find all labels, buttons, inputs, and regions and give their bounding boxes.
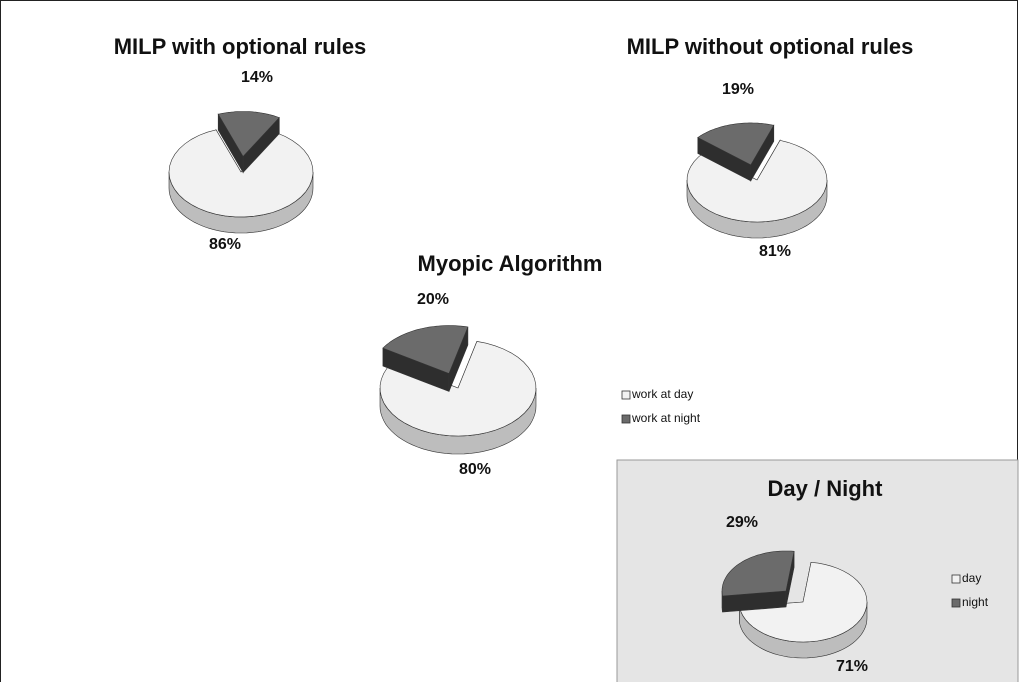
chart-title: MILP without optional rules bbox=[627, 34, 914, 59]
slice-top bbox=[168, 129, 314, 218]
legend-swatch bbox=[621, 414, 631, 424]
data-label: 81% bbox=[759, 243, 791, 260]
data-label: 14% bbox=[241, 69, 273, 86]
chart-title: Day / Night bbox=[768, 476, 884, 501]
legend-swatch bbox=[951, 574, 961, 584]
legend-label: day bbox=[962, 571, 981, 585]
data-label: 29% bbox=[726, 514, 758, 531]
slice-top bbox=[379, 341, 537, 437]
chart-title: Myopic Algorithm bbox=[418, 251, 603, 276]
slice-top bbox=[697, 122, 775, 166]
pie-slice bbox=[697, 122, 775, 183]
legend-label: work at night bbox=[631, 411, 701, 425]
chart-title: MILP with optional rules bbox=[114, 34, 367, 59]
data-label: 71% bbox=[836, 658, 868, 675]
slice-top bbox=[686, 139, 828, 223]
pie-slice bbox=[168, 128, 314, 234]
legend-label: night bbox=[962, 595, 989, 609]
legend-swatch bbox=[621, 390, 631, 400]
legend-swatch bbox=[951, 598, 961, 608]
pie-slice bbox=[382, 325, 469, 392]
data-label: 80% bbox=[459, 461, 491, 478]
legend-label: work at day bbox=[631, 387, 693, 401]
pie-slice bbox=[217, 111, 280, 174]
data-label: 20% bbox=[417, 291, 449, 308]
slice-top bbox=[739, 561, 868, 643]
data-label: 86% bbox=[209, 236, 241, 253]
slice-top bbox=[382, 325, 469, 374]
slice-top bbox=[721, 550, 795, 597]
slice-top bbox=[217, 111, 280, 157]
data-label: 19% bbox=[722, 81, 754, 98]
pie-slice bbox=[721, 550, 795, 613]
